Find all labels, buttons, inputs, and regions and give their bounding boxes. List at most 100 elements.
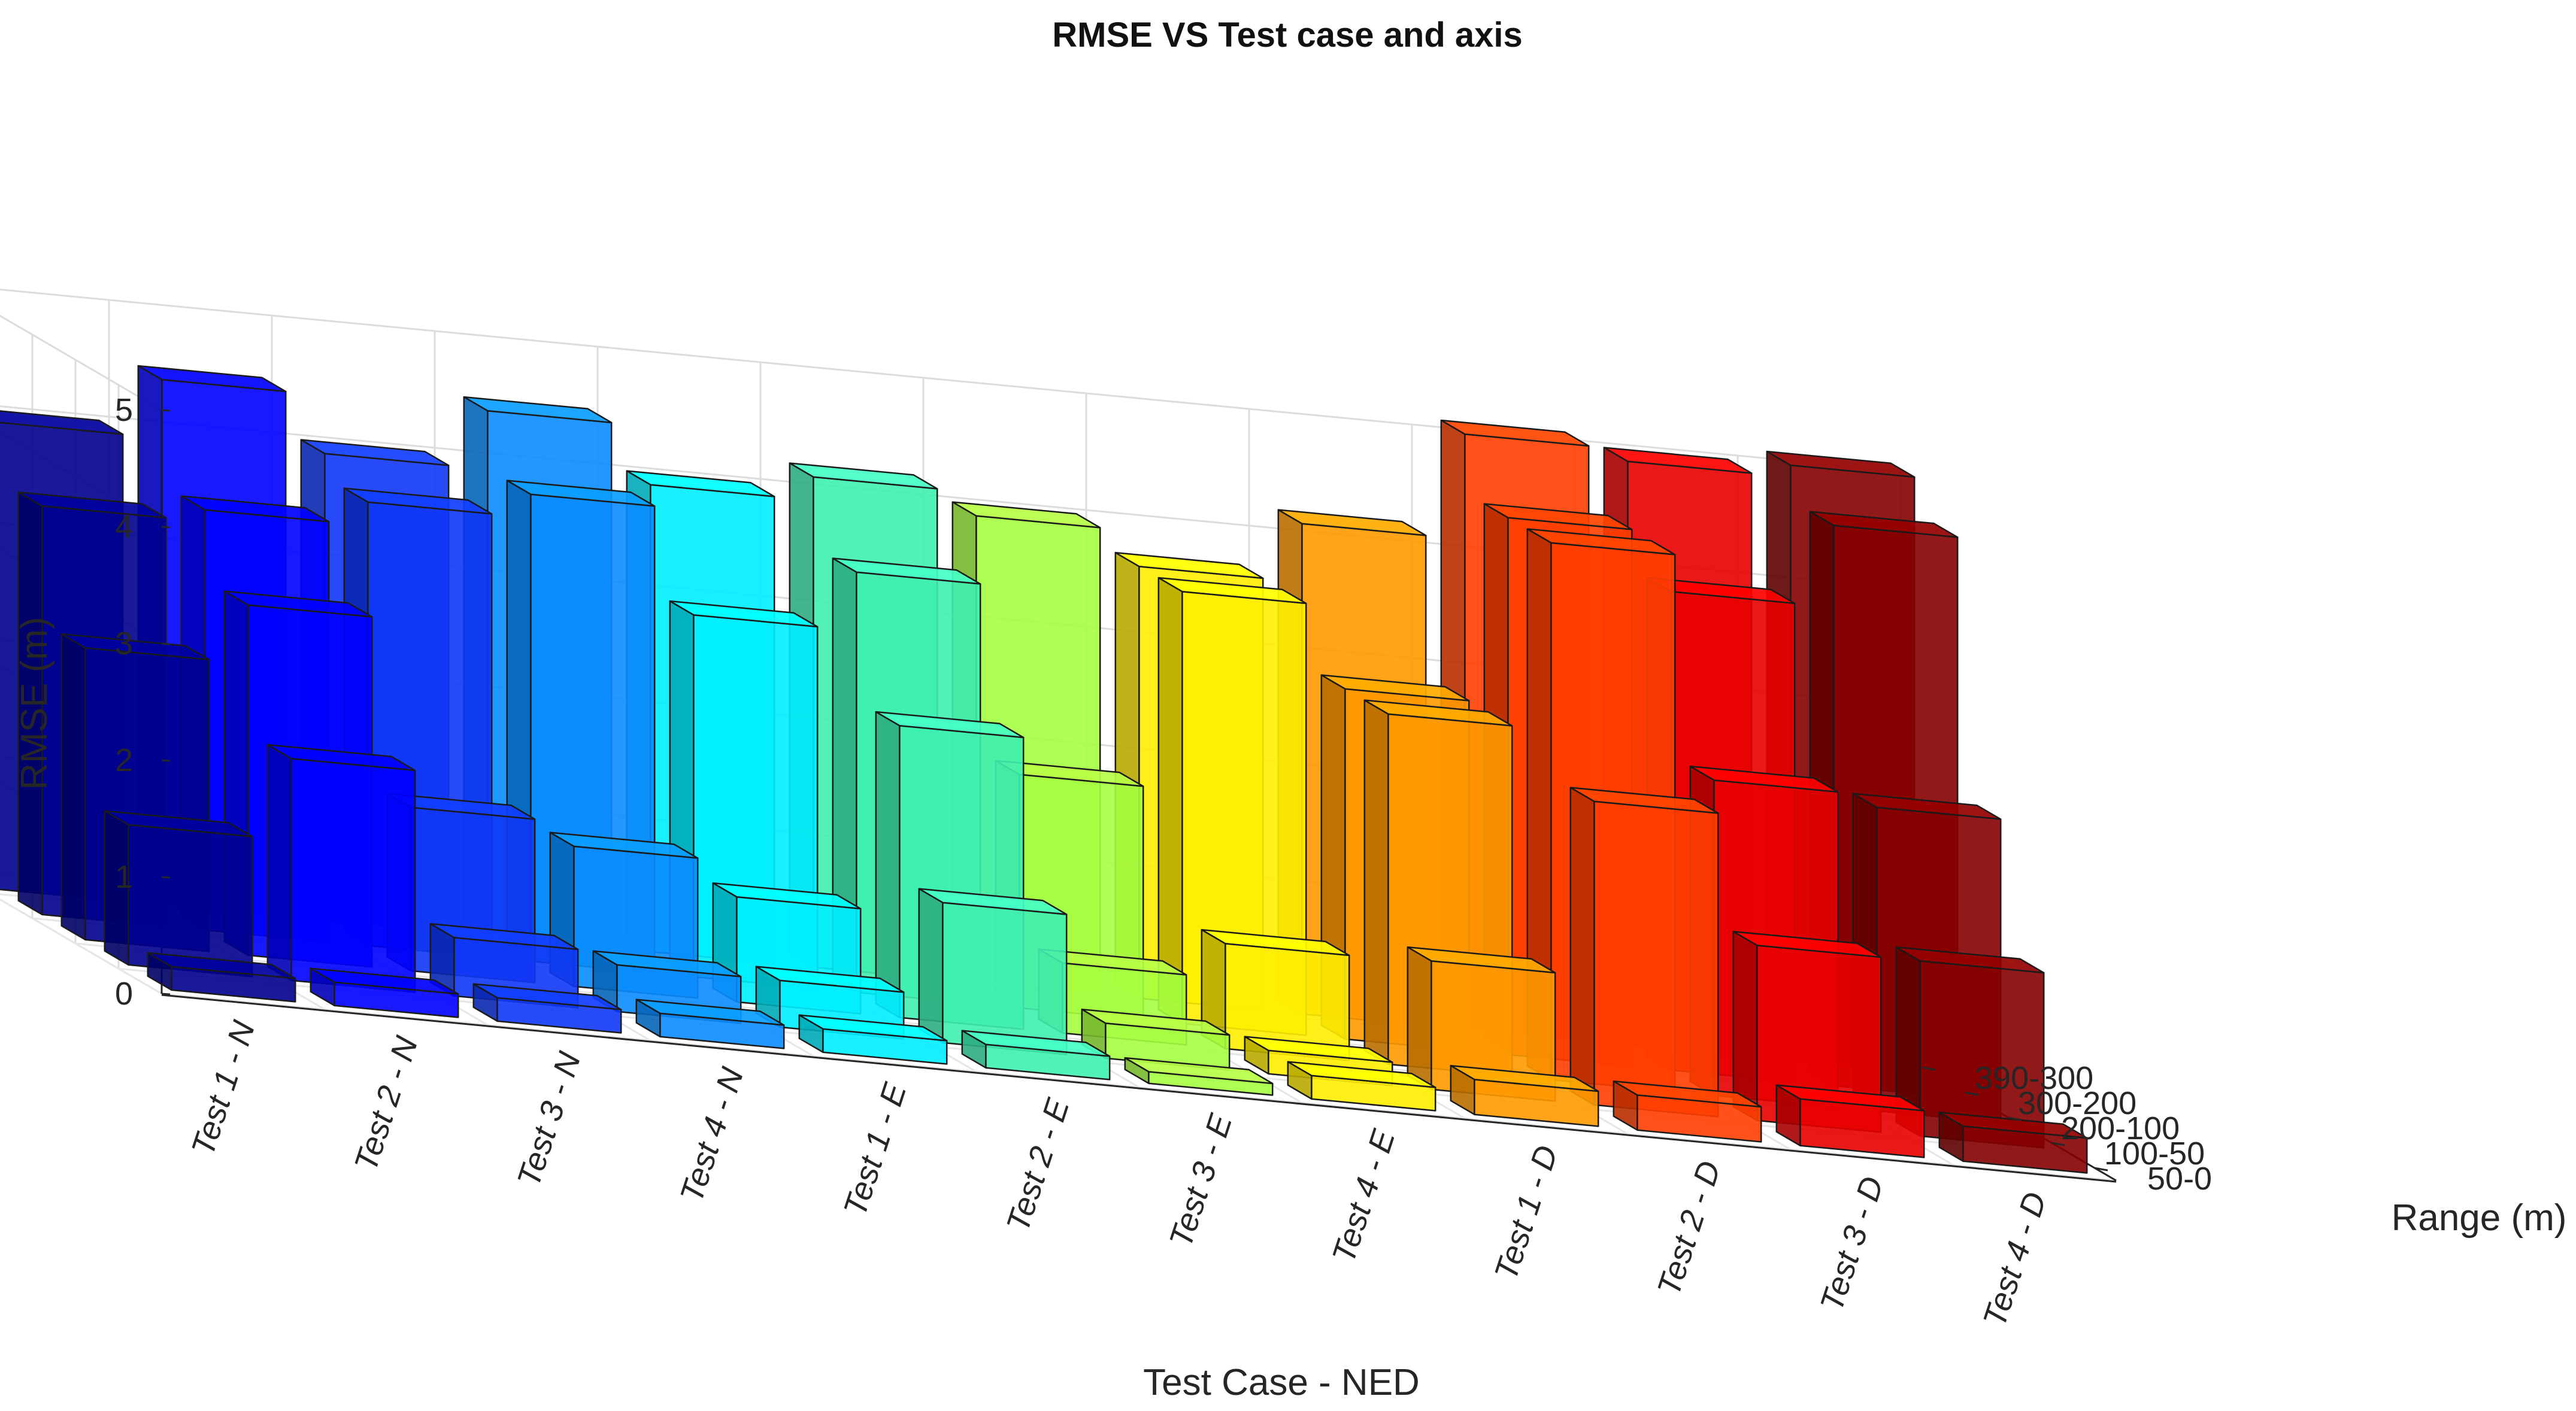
bar-top-face <box>755 966 905 993</box>
bar-side-face <box>918 888 944 1043</box>
chart-title: RMSE VS Test case and axis <box>1052 16 1523 54</box>
depth-tick-mark <box>2008 1116 2022 1121</box>
bar-side-face <box>266 744 292 981</box>
bar-top-face <box>506 480 656 507</box>
bar <box>635 999 785 1049</box>
depth-tick-mark <box>1922 1066 1936 1071</box>
x-tick-label: Test 3 - D <box>1814 1172 1891 1315</box>
x-tick-label: Test 3 - E <box>1163 1109 1239 1251</box>
bar-top-face <box>223 590 373 618</box>
bar-top-face <box>549 832 699 859</box>
bar-side-face <box>1363 699 1389 1065</box>
bar-top-face <box>266 744 416 772</box>
bar <box>472 983 622 1034</box>
bar <box>147 952 296 1003</box>
bar <box>104 810 253 978</box>
bar-top-face <box>669 600 819 628</box>
depth-axis-label: Range (m) <box>2392 1197 2567 1239</box>
bar-top-face <box>1320 674 1470 702</box>
bar-top-face <box>626 470 775 497</box>
bar-top-face <box>798 1014 948 1042</box>
bar-top-face <box>1483 503 1633 530</box>
bar <box>1569 787 1719 1118</box>
bar-top-face <box>1157 576 1307 605</box>
y-tick-label: 0 <box>115 976 133 1012</box>
bar-top-face <box>875 711 1025 739</box>
bar <box>1613 1080 1762 1143</box>
x-tick-label: Test 3 - N <box>511 1047 588 1191</box>
x-tick-label: Test 1 - N <box>185 1016 262 1160</box>
bar-top-face <box>1114 551 1264 579</box>
depth-tick-mark <box>1965 1091 1979 1096</box>
bar-top-face <box>1081 1008 1231 1036</box>
bar-top-face <box>300 439 450 466</box>
grid-line-floor <box>161 993 2117 1182</box>
bar-top-face <box>1407 946 1556 974</box>
bar-top-face <box>0 410 124 435</box>
bar-side-face <box>1569 787 1595 1106</box>
bar-top-face <box>1124 1057 1274 1085</box>
bar-top-face <box>1201 928 1350 957</box>
y-tick-mark <box>161 759 171 762</box>
bar-top-face <box>1689 765 1839 793</box>
x-tick-label: Test 2 - D <box>1651 1157 1728 1300</box>
y-tick-label: 4 <box>115 509 133 545</box>
bar-top-face <box>635 999 785 1026</box>
bar <box>918 888 1068 1055</box>
bar-top-face <box>1440 419 1590 447</box>
grid-line-side <box>0 314 162 411</box>
bar <box>266 744 416 993</box>
bar-top-face <box>1363 699 1513 727</box>
y-tick-mark <box>161 409 171 412</box>
bar-top-face <box>137 365 287 393</box>
bar-front-face <box>1593 800 1719 1118</box>
bar-front-face <box>942 902 1068 1055</box>
bar-top-face <box>1569 787 1719 814</box>
bar <box>1201 928 1350 1061</box>
bar <box>1157 576 1307 1036</box>
bar-top-face <box>951 501 1101 529</box>
y-axis-label: RMSE (m) <box>14 617 55 790</box>
bar-top-face <box>1603 447 1753 474</box>
bar-front-face <box>290 757 416 993</box>
bar <box>1775 1084 1925 1158</box>
bar-top-face <box>17 491 167 519</box>
bar-top-face <box>1277 509 1427 536</box>
bar-top-face <box>1244 1036 1393 1063</box>
bar-side-face <box>1407 946 1432 1090</box>
bar-side-face <box>1732 930 1758 1121</box>
bar-top-face <box>310 967 459 995</box>
bar <box>1895 946 2045 1149</box>
x-tick-label: Test 1 - D <box>1488 1141 1565 1284</box>
x-axis-label: Test Case - NED <box>1143 1362 1420 1403</box>
bar-top-face <box>1938 1111 2088 1139</box>
grid-line-floor <box>0 898 162 995</box>
x-tick-label: Test 4 - E <box>1326 1125 1402 1267</box>
bar-top-face <box>1852 793 2002 820</box>
bar <box>310 967 459 1018</box>
bar-top-face <box>1732 930 1882 958</box>
y-tick-label: 1 <box>115 859 133 895</box>
bar-top-face <box>147 952 296 979</box>
bar-top-face <box>832 557 981 585</box>
bar-top-face <box>918 888 1068 915</box>
bar <box>1938 1111 2088 1174</box>
bar-top-face <box>104 810 253 838</box>
y-tick-mark <box>161 876 171 879</box>
depth-tick-label: 390-300 <box>1975 1060 2093 1096</box>
bar-side-face <box>1157 576 1183 1024</box>
depth-tick-label: 50-0 <box>2147 1161 2212 1197</box>
bar <box>798 1014 948 1065</box>
bar-top-face <box>789 462 938 490</box>
bar-top-face <box>472 983 622 1011</box>
bar-side-face <box>60 633 86 940</box>
bar-top-face <box>712 882 862 910</box>
x-tick-label: Test 2 - E <box>1000 1094 1077 1236</box>
bar-top-face <box>1766 450 1916 478</box>
depth-tick-label: 100-50 <box>2104 1136 2205 1172</box>
bar <box>961 1030 1111 1081</box>
bar-top-face <box>1287 1061 1437 1088</box>
bar-top-face <box>343 487 493 515</box>
y-tick-label: 2 <box>115 742 133 778</box>
